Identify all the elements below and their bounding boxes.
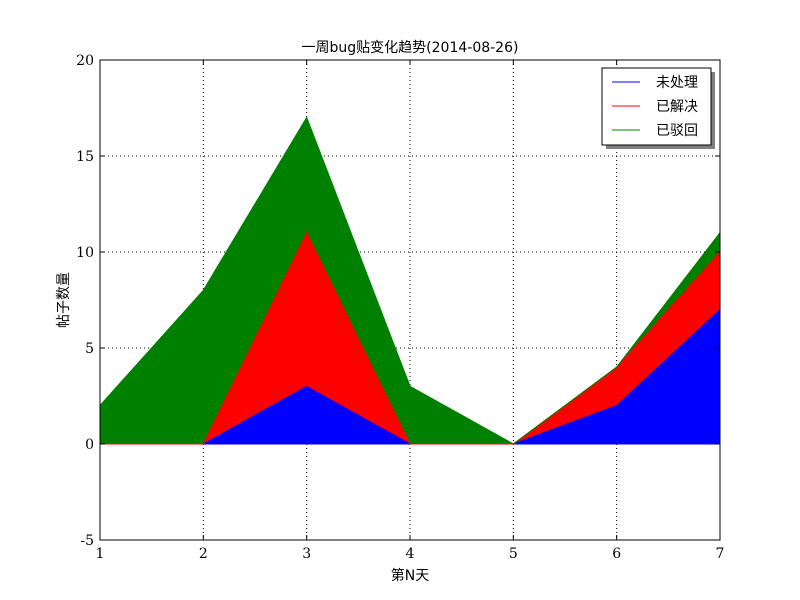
y-tick-label: 0 — [85, 437, 94, 453]
ticks: 1 2 3 4 5 6 7 -5 0 5 10 15 20 — [76, 53, 724, 562]
x-tick-label: 2 — [199, 546, 208, 562]
x-tick-label: 5 — [509, 546, 518, 562]
x-tick-label: 1 — [96, 546, 105, 562]
plot-lines — [99, 116, 721, 445]
legend-label: 已解决 — [656, 99, 698, 115]
y-tick-label: -5 — [80, 533, 94, 549]
legend-label: 未处理 — [656, 75, 698, 91]
y-axis-label: 帖子数量 — [56, 272, 72, 328]
x-tick-label: 3 — [302, 546, 311, 562]
y-tick-label: 15 — [76, 149, 94, 165]
y-tick-label: 5 — [85, 341, 94, 357]
x-tick-label: 7 — [716, 546, 725, 562]
chart-title: 一周bug贴变化趋势(2014-08-26) — [302, 40, 519, 56]
x-axis-label: 第N天 — [391, 567, 429, 584]
legend-label: 已驳回 — [656, 123, 698, 139]
x-tick-label: 4 — [406, 546, 415, 562]
y-tick-label: 20 — [76, 53, 94, 69]
line-series-3 — [99, 116, 721, 445]
y-tick-label: 10 — [76, 245, 94, 261]
x-tick-label: 6 — [612, 546, 621, 562]
